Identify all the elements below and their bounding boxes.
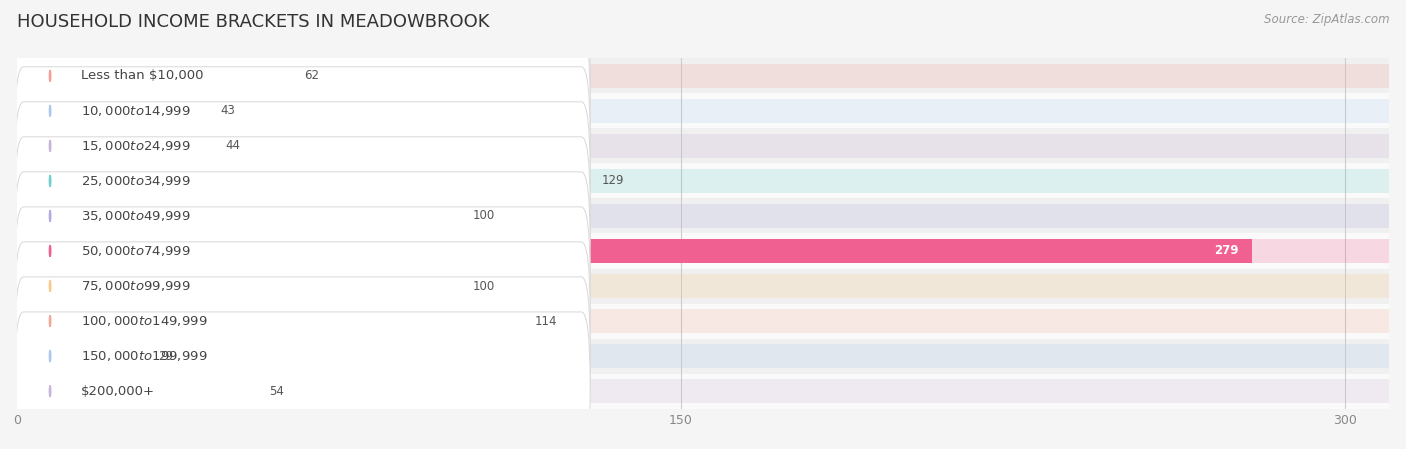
Circle shape — [49, 211, 51, 221]
Text: Less than $10,000: Less than $10,000 — [82, 70, 204, 82]
FancyBboxPatch shape — [14, 0, 591, 155]
Bar — [17, 233, 1389, 269]
Text: 54: 54 — [269, 385, 284, 397]
Circle shape — [49, 106, 51, 116]
Circle shape — [49, 141, 51, 151]
Bar — [17, 239, 1251, 263]
Text: $200,000+: $200,000+ — [82, 385, 155, 397]
Bar — [17, 134, 212, 158]
Circle shape — [49, 70, 51, 81]
FancyBboxPatch shape — [14, 32, 591, 190]
Bar — [17, 58, 1389, 93]
Circle shape — [49, 281, 51, 291]
Text: 29: 29 — [159, 350, 173, 362]
Bar — [17, 93, 1389, 128]
Text: Source: ZipAtlas.com: Source: ZipAtlas.com — [1264, 13, 1389, 26]
Text: 100: 100 — [472, 280, 495, 292]
Bar — [17, 239, 1389, 263]
Bar — [17, 99, 1389, 123]
Bar — [17, 169, 1389, 193]
Text: $100,000 to $149,999: $100,000 to $149,999 — [82, 314, 208, 328]
Text: $15,000 to $24,999: $15,000 to $24,999 — [82, 139, 191, 153]
Bar — [17, 274, 1389, 298]
Bar — [17, 304, 1389, 339]
Bar — [17, 134, 1389, 158]
Circle shape — [49, 386, 51, 396]
Bar — [17, 344, 145, 368]
Bar — [17, 169, 588, 193]
FancyBboxPatch shape — [14, 277, 591, 435]
Text: 129: 129 — [602, 175, 624, 187]
Bar — [17, 204, 460, 228]
Text: $25,000 to $34,999: $25,000 to $34,999 — [82, 174, 191, 188]
Bar — [17, 64, 291, 88]
Circle shape — [49, 316, 51, 326]
Bar — [17, 198, 1389, 233]
Bar — [17, 339, 1389, 374]
FancyBboxPatch shape — [14, 172, 591, 330]
Text: $35,000 to $49,999: $35,000 to $49,999 — [82, 209, 191, 223]
Text: HOUSEHOLD INCOME BRACKETS IN MEADOWBROOK: HOUSEHOLD INCOME BRACKETS IN MEADOWBROOK — [17, 13, 489, 31]
Bar — [17, 99, 207, 123]
Bar — [17, 379, 1389, 403]
FancyBboxPatch shape — [14, 137, 591, 295]
Text: $50,000 to $74,999: $50,000 to $74,999 — [82, 244, 191, 258]
Circle shape — [49, 351, 51, 361]
Text: $150,000 to $199,999: $150,000 to $199,999 — [82, 349, 208, 363]
Circle shape — [49, 176, 51, 186]
Bar — [17, 374, 1389, 409]
Bar — [17, 274, 460, 298]
FancyBboxPatch shape — [14, 102, 591, 260]
Bar — [17, 344, 1389, 368]
FancyBboxPatch shape — [14, 312, 591, 449]
FancyBboxPatch shape — [14, 242, 591, 400]
Text: 279: 279 — [1215, 245, 1239, 257]
Circle shape — [49, 246, 51, 256]
Text: 43: 43 — [221, 105, 235, 117]
Bar — [17, 204, 1389, 228]
Text: 62: 62 — [305, 70, 319, 82]
Bar — [17, 64, 1389, 88]
Text: 44: 44 — [225, 140, 240, 152]
Text: $75,000 to $99,999: $75,000 to $99,999 — [82, 279, 191, 293]
Bar — [17, 309, 1389, 333]
Bar — [17, 379, 256, 403]
FancyBboxPatch shape — [14, 67, 591, 225]
Text: 114: 114 — [534, 315, 557, 327]
Bar — [17, 269, 1389, 304]
Bar — [17, 128, 1389, 163]
FancyBboxPatch shape — [14, 207, 591, 365]
Text: 100: 100 — [472, 210, 495, 222]
Bar — [17, 309, 522, 333]
Text: $10,000 to $14,999: $10,000 to $14,999 — [82, 104, 191, 118]
Bar — [17, 163, 1389, 198]
